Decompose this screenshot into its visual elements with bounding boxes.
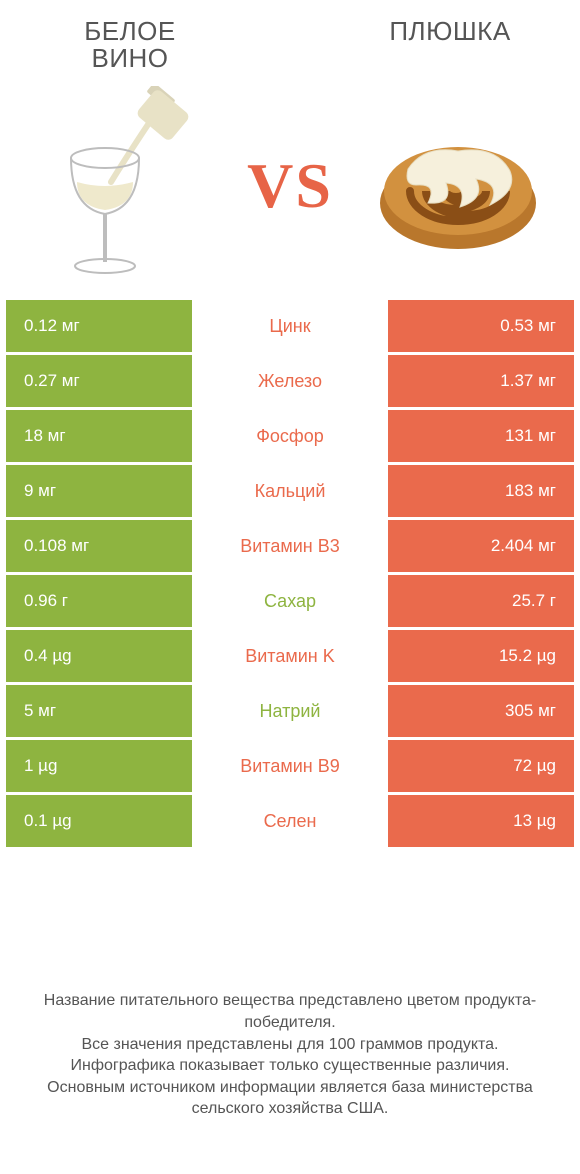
table-row: 18 мгФосфор131 мг	[6, 410, 574, 462]
right-value: 72 µg	[388, 740, 574, 792]
table-row: 0.12 мгЦинк0.53 мг	[6, 300, 574, 352]
right-value: 2.404 мг	[388, 520, 574, 572]
comparison-table: 0.12 мгЦинк0.53 мг0.27 мгЖелезо1.37 мг18…	[0, 300, 580, 847]
right-value: 305 мг	[388, 685, 574, 737]
nutrient-label: Железо	[192, 355, 388, 407]
left-product-image	[30, 86, 215, 286]
nutrient-label: Кальций	[192, 465, 388, 517]
left-value: 1 µg	[6, 740, 192, 792]
left-value: 0.12 мг	[6, 300, 192, 352]
nutrient-label: Натрий	[192, 685, 388, 737]
right-value: 0.53 мг	[388, 300, 574, 352]
left-value: 0.96 г	[6, 575, 192, 627]
nutrient-label: Витамин B3	[192, 520, 388, 572]
right-value: 15.2 µg	[388, 630, 574, 682]
table-row: 9 мгКальций183 мг	[6, 465, 574, 517]
nutrient-label: Фосфор	[192, 410, 388, 462]
nutrient-label: Витамин K	[192, 630, 388, 682]
right-value: 1.37 мг	[388, 355, 574, 407]
table-row: 0.1 µgСелен13 µg	[6, 795, 574, 847]
table-row: 0.108 мгВитамин B32.404 мг	[6, 520, 574, 572]
right-product-image	[365, 86, 550, 286]
table-row: 0.4 µgВитамин K15.2 µg	[6, 630, 574, 682]
nutrient-label: Витамин B9	[192, 740, 388, 792]
footer-note: Название питательного вещества представл…	[0, 990, 580, 1120]
table-row: 0.27 мгЖелезо1.37 мг	[6, 355, 574, 407]
left-product-title: БЕЛОЕ ВИНО	[30, 18, 230, 73]
right-value: 25.7 г	[388, 575, 574, 627]
right-value: 13 µg	[388, 795, 574, 847]
left-value: 0.4 µg	[6, 630, 192, 682]
nutrient-label: Сахар	[192, 575, 388, 627]
table-row: 0.96 гСахар25.7 г	[6, 575, 574, 627]
table-row: 1 µgВитамин B972 µg	[6, 740, 574, 792]
vs-label: VS	[247, 149, 333, 223]
left-value: 0.108 мг	[6, 520, 192, 572]
right-product-title: ПЛЮШКА	[350, 18, 550, 45]
left-value: 5 мг	[6, 685, 192, 737]
left-value: 0.27 мг	[6, 355, 192, 407]
table-row: 5 мгНатрий305 мг	[6, 685, 574, 737]
left-value: 9 мг	[6, 465, 192, 517]
nutrient-label: Цинк	[192, 300, 388, 352]
left-value: 0.1 µg	[6, 795, 192, 847]
nutrient-label: Селен	[192, 795, 388, 847]
right-value: 131 мг	[388, 410, 574, 462]
right-value: 183 мг	[388, 465, 574, 517]
left-value: 18 мг	[6, 410, 192, 462]
